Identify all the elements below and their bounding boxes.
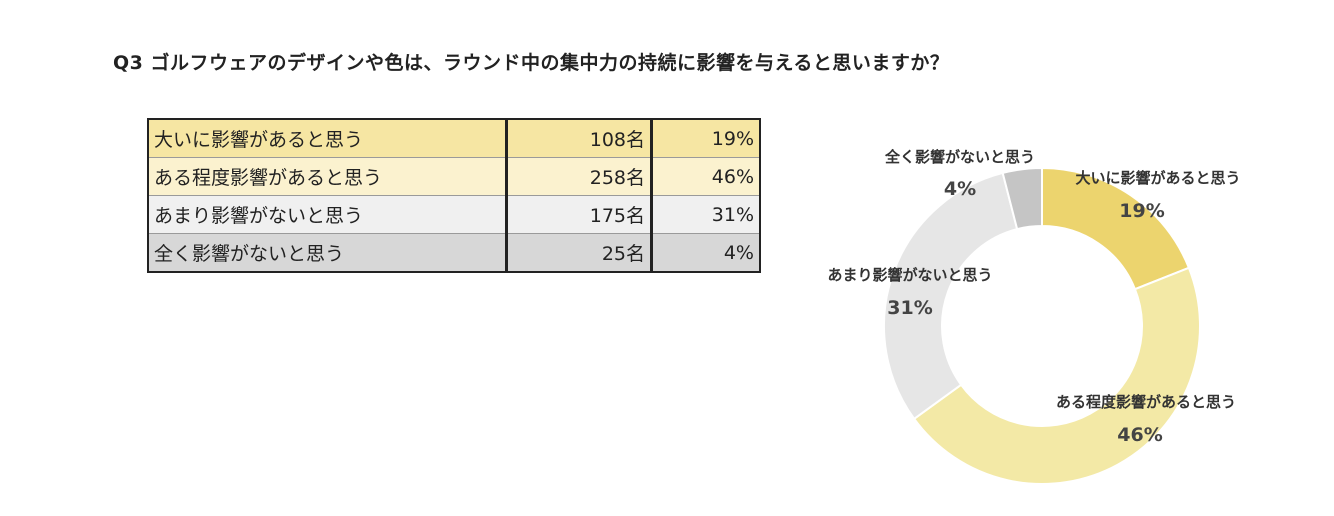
row-count: 25名 — [505, 233, 653, 273]
donut-chart: 大いに影響があると思う 19% ある程度影響があると思う 46% あまり影響がな… — [827, 148, 1241, 485]
slice-value: 46% — [1117, 424, 1162, 446]
table-row: あまり影響がないと思う 175名 31% — [147, 195, 761, 234]
slice-value: 19% — [1119, 200, 1164, 222]
slice-label: 全く影響がないと思う — [884, 148, 1035, 166]
row-percent: 31% — [651, 195, 761, 234]
row-percent: 46% — [651, 157, 761, 196]
row-label: あまり影響がないと思う — [147, 195, 507, 234]
response-table: 大いに影響があると思う 108名 19% ある程度影響があると思う 258名 4… — [147, 118, 761, 273]
row-count: 108名 — [505, 118, 653, 158]
slice-label: あまり影響がないと思う — [827, 266, 992, 284]
slice-label: 大いに影響があると思う — [1075, 169, 1240, 187]
row-count: 258名 — [505, 157, 653, 196]
donut-slice — [1001, 166, 1043, 231]
donut-slice — [912, 266, 1201, 485]
page-title: Q3 ゴルフウェアのデザインや色は、ラウンド中の集中力の持続に影響を与えると思い… — [113, 52, 950, 74]
table-row: 大いに影響があると思う 108名 19% — [147, 118, 761, 158]
table-row: ある程度影響があると思う 258名 46% — [147, 157, 761, 196]
row-percent: 19% — [651, 118, 761, 158]
row-label: 大いに影響があると思う — [147, 118, 507, 158]
slice-value: 31% — [887, 297, 932, 319]
row-count: 175名 — [505, 195, 653, 234]
table-row: 全く影響がないと思う 25名 4% — [147, 233, 761, 273]
row-percent: 4% — [651, 233, 761, 273]
row-label: ある程度影響があると思う — [147, 157, 507, 196]
row-label: 全く影響がないと思う — [147, 233, 507, 273]
donut-slice — [883, 171, 1019, 421]
slice-value: 4% — [944, 178, 976, 200]
slice-label: ある程度影響があると思う — [1056, 393, 1236, 411]
